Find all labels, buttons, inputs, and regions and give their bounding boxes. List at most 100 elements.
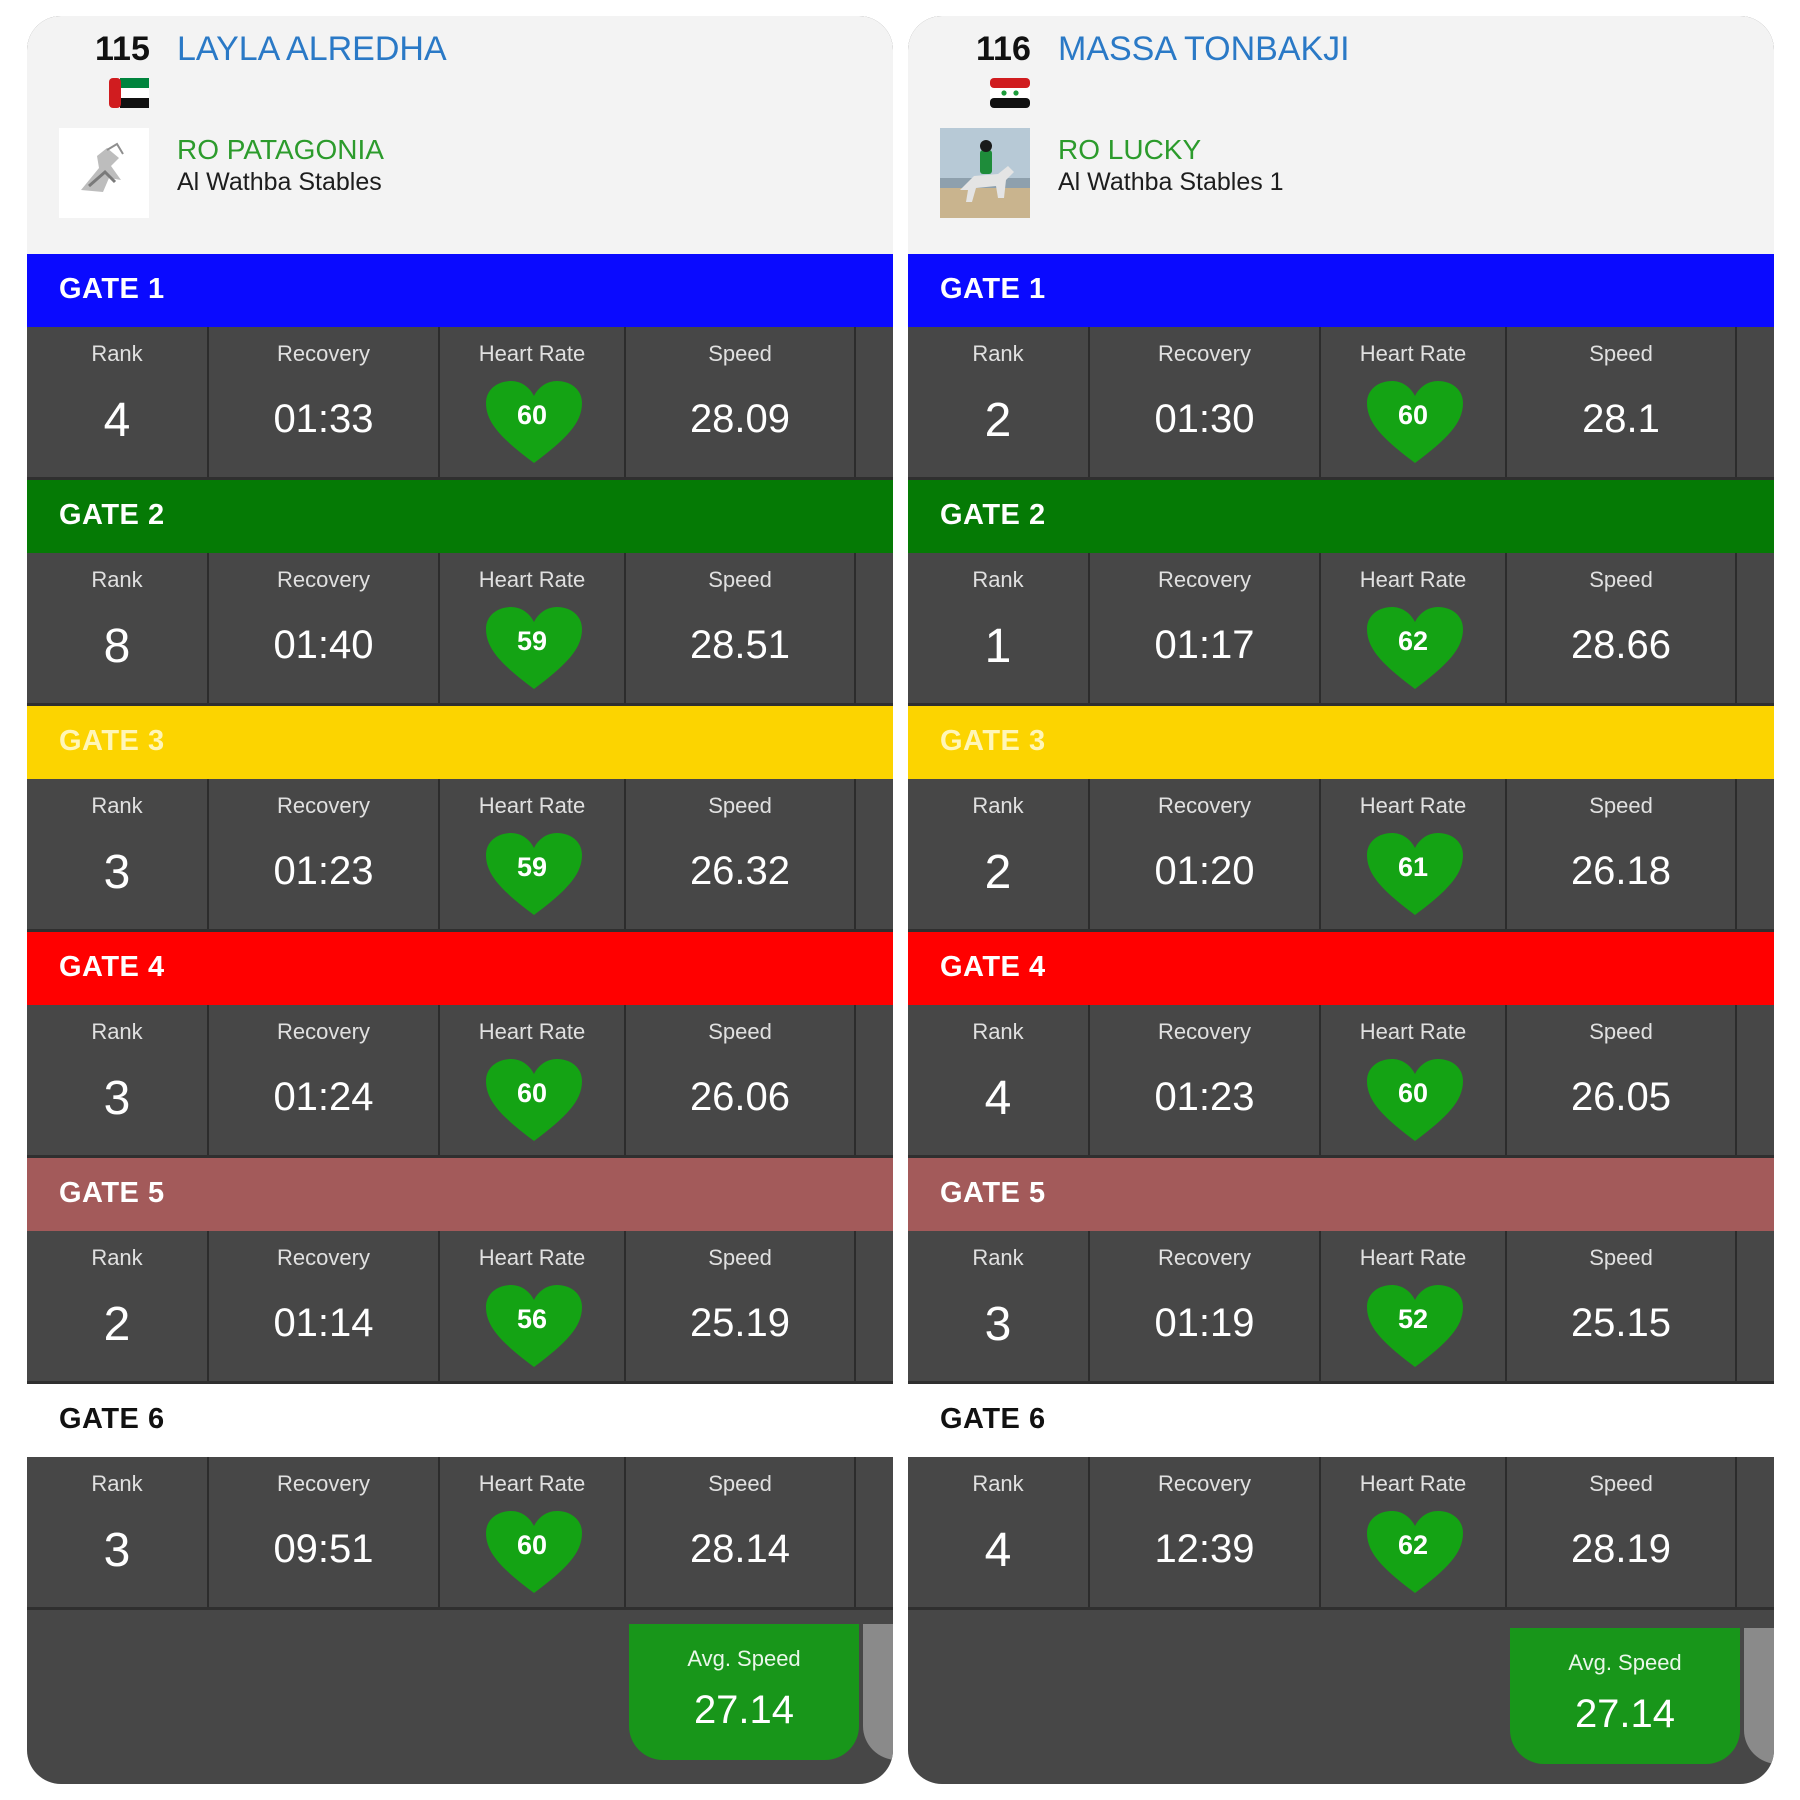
rank-label: Rank (91, 1471, 143, 1496)
recovery-label: Recovery (277, 793, 370, 818)
horse-photo-icon (940, 128, 1030, 218)
recovery-label: Recovery (1158, 341, 1251, 366)
speed-label: Speed (708, 341, 772, 366)
speed-value: 25.19 (689, 1301, 791, 1345)
recovery-label: Recovery (1158, 1471, 1251, 1496)
speed-cell: Speed 28.1 (1507, 327, 1737, 477)
heart-icon (1367, 1285, 1463, 1367)
bib-number: 116 (976, 30, 1031, 68)
gate-row-3: Rank 2 Recovery 01:20 Heart Rate 61 Speed 2… (908, 779, 1774, 932)
speed-label: Speed (708, 1471, 772, 1496)
heart-rate-label: Heart Rate (1359, 341, 1467, 366)
rank-label: Rank (972, 1471, 1024, 1496)
gate-row-4: Rank 4 Recovery 01:23 Heart Rate 60 Speed 2… (908, 1005, 1774, 1158)
avg-extra-box[interactable] (863, 1624, 893, 1760)
gate-title: GATE 5 (59, 1177, 165, 1209)
heart-rate-label: Heart Rate (478, 341, 586, 366)
overflow-cell[interactable] (856, 1231, 893, 1381)
overflow-cell[interactable] (856, 779, 893, 929)
gate-title: GATE 1 (940, 273, 1046, 305)
recovery-label: Recovery (277, 1245, 370, 1270)
speed-value: 28.66 (1570, 623, 1672, 667)
overflow-cell[interactable] (1737, 327, 1774, 477)
rank-label: Rank (972, 567, 1024, 592)
gate-title: GATE 4 (940, 951, 1046, 983)
avg-speed-label: Avg. Speed (1568, 1650, 1682, 1675)
horse-name[interactable]: RO PATAGONIA (177, 134, 384, 165)
rank-label: Rank (972, 793, 1024, 818)
rank-value: 1 (984, 620, 1012, 673)
recovery-cell: Recovery 09:51 (209, 1457, 440, 1607)
heart-rate-label: Heart Rate (478, 1019, 586, 1044)
gate-header-1: GATE 1 (908, 254, 1774, 327)
gate-title: GATE 6 (940, 1403, 1046, 1435)
overflow-cell[interactable] (1737, 553, 1774, 703)
rider-card-115: 115 LAYLA ALREDHA RO PATAGONIA Al Wathba… (27, 16, 893, 1784)
rank-cell: Rank 4 (908, 1457, 1090, 1607)
avg-speed-box: Avg. Speed 27.14 (629, 1624, 859, 1760)
recovery-value: 01:17 (1154, 623, 1255, 667)
gate-header-3: GATE 3 (908, 706, 1774, 779)
speed-cell: Speed 28.09 (626, 327, 856, 477)
rider-header: 116 MASSA TONBAKJI RO LUCKY Al Wathba St… (908, 16, 1774, 254)
gate-title: GATE 3 (59, 725, 165, 757)
heart-rate-label: Heart Rate (478, 567, 586, 592)
rank-value: 3 (103, 1524, 131, 1577)
speed-label: Speed (1589, 1471, 1653, 1496)
rank-label: Rank (972, 341, 1024, 366)
overflow-cell[interactable] (1737, 1457, 1774, 1607)
recovery-label: Recovery (1158, 1019, 1251, 1044)
recovery-cell: Recovery 01:23 (209, 779, 440, 929)
stable-name: Al Wathba Stables 1 (1058, 168, 1284, 196)
speed-label: Speed (1589, 1245, 1653, 1270)
rank-cell: Rank 4 (908, 1005, 1090, 1155)
overflow-cell[interactable] (1737, 779, 1774, 929)
rank-cell: Rank 1 (908, 553, 1090, 703)
heart-rate-cell: Heart Rate 60 (1321, 1005, 1507, 1155)
horse-name[interactable]: RO LUCKY (1058, 134, 1202, 165)
speed-label: Speed (1589, 567, 1653, 592)
avg-extra-box[interactable] (1744, 1628, 1774, 1764)
heart-rate-value: 60 (1397, 1078, 1429, 1108)
heart-rate-cell: Heart Rate 62 (1321, 1457, 1507, 1607)
bib-number: 115 (95, 30, 150, 68)
overflow-cell[interactable] (856, 1457, 893, 1607)
speed-cell: Speed 26.06 (626, 1005, 856, 1155)
recovery-cell: Recovery 01:24 (209, 1005, 440, 1155)
heart-rate-cell: Heart Rate 61 (1321, 779, 1507, 929)
overflow-cell[interactable] (1737, 1005, 1774, 1155)
speed-value: 28.14 (689, 1527, 791, 1571)
gate-header-5: GATE 5 (27, 1158, 893, 1231)
overflow-cell[interactable] (856, 553, 893, 703)
heart-rate-cell: Heart Rate 60 (440, 1005, 626, 1155)
heart-rate-value: 60 (1397, 400, 1429, 430)
recovery-label: Recovery (277, 341, 370, 366)
rank-cell: Rank 4 (27, 327, 209, 477)
speed-label: Speed (1589, 1019, 1653, 1044)
speed-label: Speed (1589, 793, 1653, 818)
overflow-cell[interactable] (856, 1005, 893, 1155)
heart-icon (1367, 1059, 1463, 1141)
overflow-cell[interactable] (856, 327, 893, 477)
rank-cell: Rank 3 (27, 779, 209, 929)
heart-icon (1367, 607, 1463, 689)
heart-rate-label: Heart Rate (1359, 1471, 1467, 1496)
rider-name[interactable]: MASSA TONBAKJI (1058, 30, 1350, 68)
gate-title: GATE 3 (940, 725, 1046, 757)
recovery-cell: Recovery 01:40 (209, 553, 440, 703)
avg-speed-label: Avg. Speed (687, 1646, 801, 1671)
gate-header-6: GATE 6 (27, 1384, 893, 1457)
rank-cell: Rank 3 (27, 1005, 209, 1155)
rank-cell: Rank 2 (908, 779, 1090, 929)
heart-rate-label: Heart Rate (1359, 567, 1467, 592)
speed-cell: Speed 25.15 (1507, 1231, 1737, 1381)
heart-rate-cell: Heart Rate 59 (440, 779, 626, 929)
rider-name[interactable]: LAYLA ALREDHA (177, 30, 447, 68)
rank-value: 3 (984, 1298, 1012, 1351)
recovery-value: 01:23 (1154, 1075, 1255, 1119)
heart-rate-label: Heart Rate (1359, 1245, 1467, 1270)
overflow-cell[interactable] (1737, 1231, 1774, 1381)
rank-value: 4 (984, 1524, 1012, 1577)
rider-header: 115 LAYLA ALREDHA RO PATAGONIA Al Wathba… (27, 16, 893, 254)
gate-header-6: GATE 6 (908, 1384, 1774, 1457)
